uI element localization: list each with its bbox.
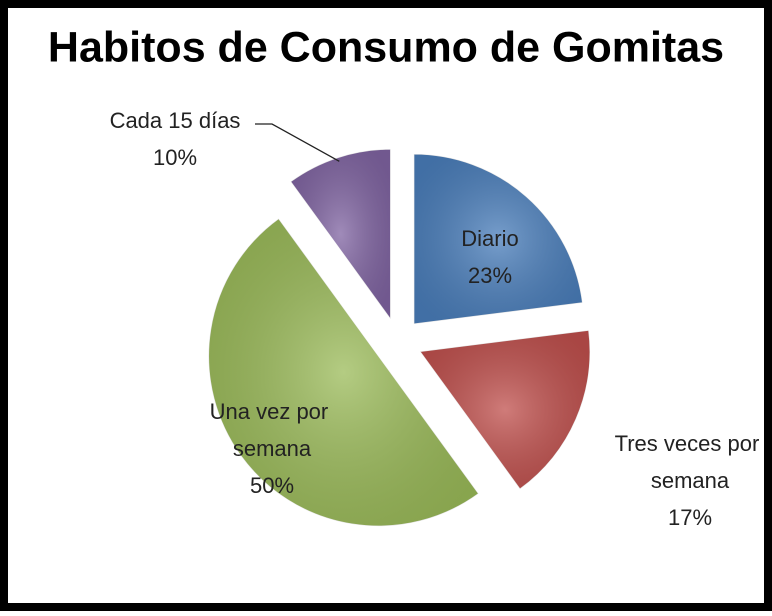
value-label: 10%	[153, 145, 197, 170]
value-label: 23%	[468, 263, 512, 288]
category-label: Diario	[461, 226, 518, 251]
leader-line	[255, 123, 340, 162]
category-label: Cada 15 días	[110, 108, 241, 133]
category-label: Una vez por semana	[210, 399, 335, 461]
category-label: Tres veces por semana	[615, 431, 766, 493]
value-label: 50%	[250, 473, 294, 498]
value-label: 17%	[668, 505, 712, 530]
chart-title: Habitos de Consumo de Gomitas	[48, 23, 724, 71]
